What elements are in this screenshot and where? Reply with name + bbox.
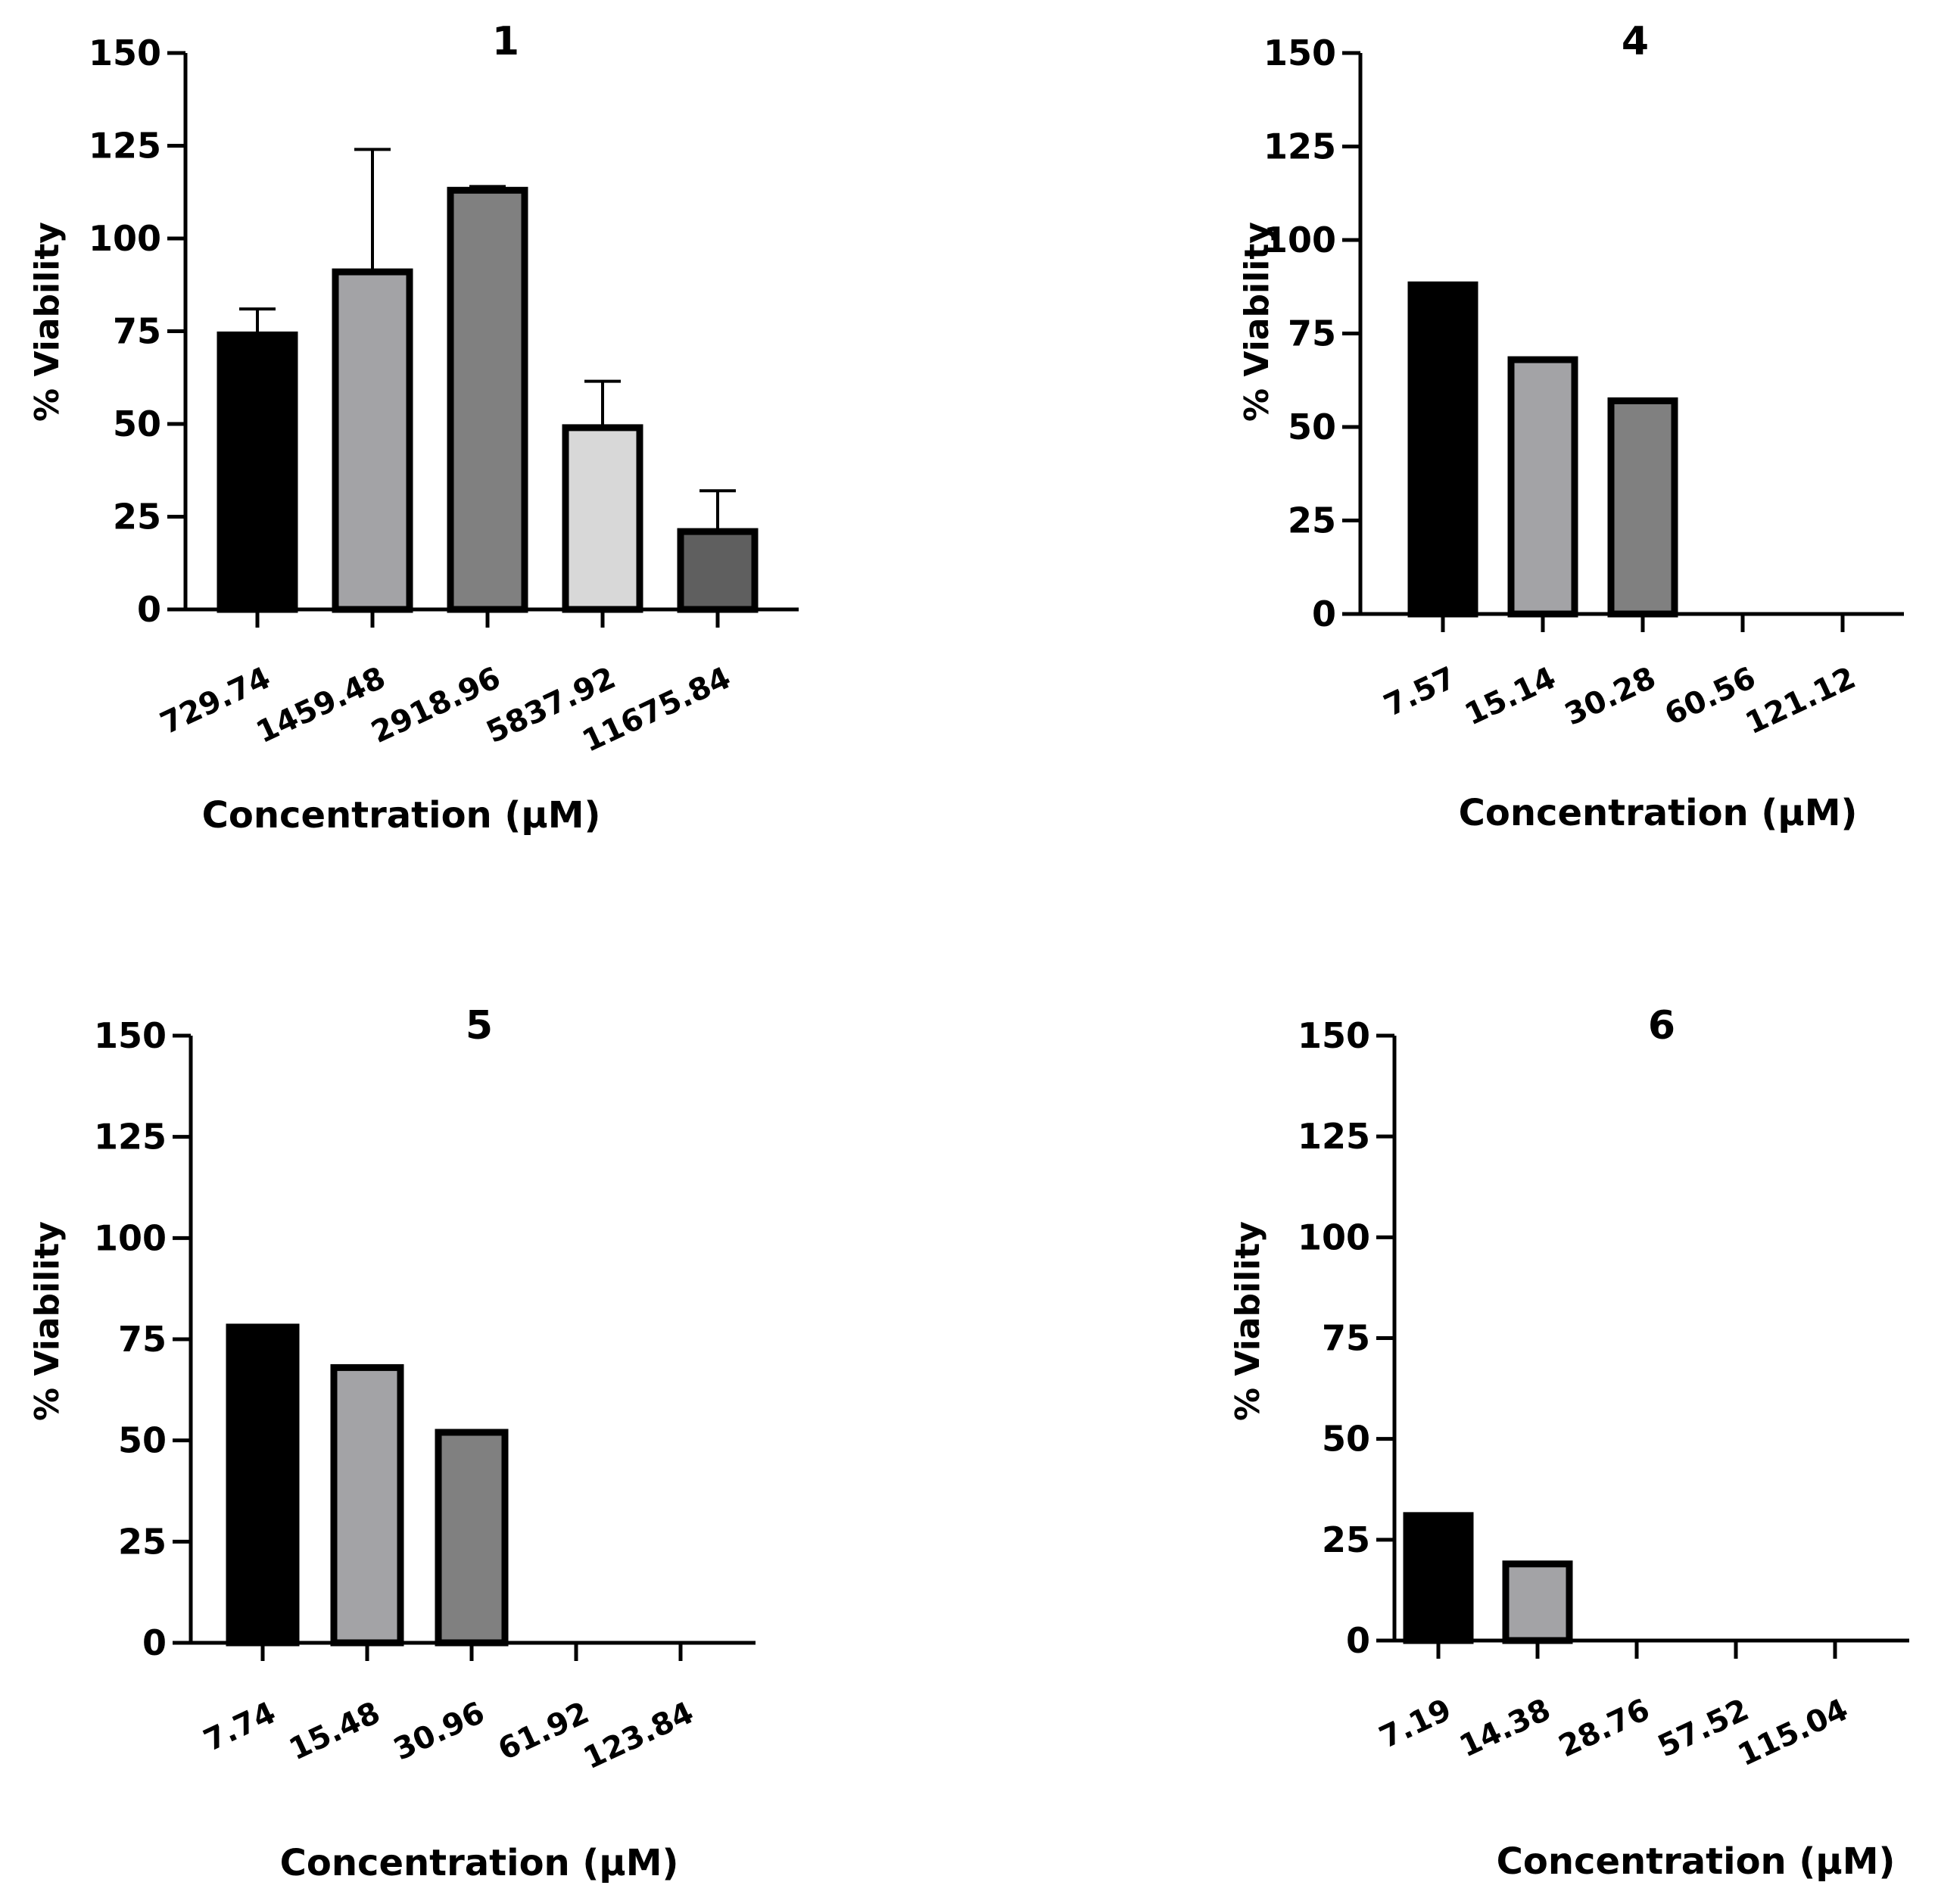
y-tick-label: 125 (1263, 126, 1336, 167)
y-tick-label: 75 (1322, 1318, 1370, 1359)
x-tick-label: 115.04 (1733, 1692, 1853, 1773)
bar (562, 424, 643, 613)
y-axis-label: % Viability (28, 222, 67, 422)
y-tick-label: 100 (1298, 1217, 1370, 1257)
x-axis-label: Concentration (µM) (280, 1842, 679, 1884)
y-tick-label: 125 (94, 1117, 167, 1158)
x-tick-label: 121.12 (1740, 660, 1861, 741)
y-tick-label: 0 (137, 589, 161, 630)
bar (332, 268, 413, 613)
x-tick-label: 1459.48 (251, 660, 391, 750)
chart-title: 4 (1622, 19, 1649, 64)
x-tick-label: 123.84 (578, 1695, 699, 1776)
bar (435, 1429, 509, 1647)
x-tick-label: 15.48 (284, 1695, 385, 1767)
x-tick-label: 7.57 (1379, 660, 1461, 723)
x-axis-label: Concentration (µM) (1497, 1840, 1896, 1883)
bar (226, 1323, 300, 1647)
x-tick-label: 28.76 (1553, 1692, 1655, 1764)
y-tick-label: 125 (1298, 1116, 1370, 1157)
x-tick-label: 2918.96 (366, 660, 506, 750)
y-tick-label: 50 (113, 404, 161, 444)
bar (1507, 356, 1578, 618)
x-tick-label: 30.28 (1559, 660, 1661, 732)
x-tick-label: 14.38 (1454, 1692, 1556, 1764)
chart-panel-2: 4 0 25 50 75 100 125 150 % Viability 7.5715.1430.… (1238, 19, 1904, 834)
x-tick-label: 7.19 (1374, 1692, 1457, 1755)
y-tick-label: 25 (1288, 500, 1336, 541)
y-tick-label: 25 (1322, 1519, 1370, 1560)
chart-title: 6 (1648, 1003, 1675, 1049)
x-tick-label: 30.96 (388, 1695, 490, 1767)
y-tick-label: 125 (89, 126, 161, 167)
bar (1607, 397, 1678, 618)
y-tick-label: 25 (118, 1521, 167, 1562)
bar (1407, 281, 1478, 618)
y-axis-label: % Viability (1229, 1221, 1267, 1421)
y-axis-label: % Viability (28, 1221, 67, 1421)
bar (1502, 1560, 1573, 1644)
y-tick-label: 150 (1263, 33, 1336, 73)
y-tick-label: 0 (1312, 594, 1336, 634)
y-tick-label: 50 (118, 1420, 167, 1461)
y-tick-label: 25 (113, 497, 161, 538)
y-tick-label: 150 (94, 1015, 167, 1056)
y-tick-label: 50 (1288, 407, 1336, 447)
y-tick-label: 100 (1263, 220, 1336, 260)
y-tick-label: 75 (113, 311, 161, 352)
y-tick-label: 100 (89, 218, 161, 259)
bar (1403, 1512, 1474, 1644)
y-axis-label: % Viability (1238, 222, 1276, 422)
bar (447, 186, 528, 613)
y-tick-label: 75 (118, 1319, 167, 1360)
y-tick-label: 100 (94, 1217, 167, 1258)
bar (677, 528, 759, 613)
y-tick-label: 0 (1346, 1620, 1370, 1661)
chart-panel-4: 6 0 25 50 75 100 125 150 % Viability 7.1914.3828.… (1229, 1003, 1909, 1883)
bar (330, 1363, 404, 1647)
bar (217, 331, 298, 613)
x-axis-label: Concentration (µM) (202, 794, 601, 837)
chart-title: 1 (492, 19, 519, 64)
x-tick-label: 15.14 (1460, 660, 1561, 732)
y-tick-label: 50 (1322, 1419, 1370, 1460)
y-tick-label: 150 (89, 33, 161, 73)
x-axis-label: Concentration (µM) (1459, 792, 1858, 834)
chart-title: 5 (466, 1003, 493, 1049)
x-tick-label: 7.74 (198, 1695, 281, 1758)
y-tick-label: 150 (1298, 1015, 1370, 1056)
y-tick-label: 0 (142, 1622, 167, 1663)
y-tick-label: 75 (1288, 313, 1336, 354)
x-tick-label: 61.92 (493, 1695, 594, 1767)
